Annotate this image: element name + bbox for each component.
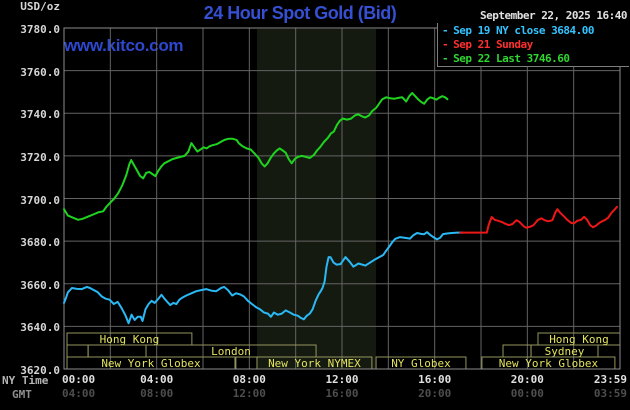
session-label: New York Globex [499, 357, 599, 370]
x-axis-gmt-tick: 03:59 [593, 387, 627, 400]
legend-label-sep21: Sep 21 Sunday [453, 38, 533, 51]
sep22-line [63, 92, 449, 221]
x-axis-ny-tick: 20:00 [510, 373, 544, 386]
y-axis-tick: 3700.0 [20, 193, 60, 207]
y-axis-units-label: USD/oz [20, 0, 60, 13]
x-axis-ny-tick: 12:00 [325, 373, 359, 386]
x-axis-ny-tick: 08:00 [232, 373, 266, 386]
session-label: Sydney [545, 345, 585, 358]
y-axis-tick: 3640.0 [20, 321, 60, 335]
session-label: New York Globex [101, 357, 201, 370]
session-box [235, 356, 258, 370]
x-axis-ny-tick: 00:00 [62, 373, 96, 386]
chart-title: 24 Hour Spot Gold (Bid) [203, 3, 397, 23]
sep22-line-marker-icon: - [442, 52, 449, 65]
sep21-line-marker-icon: - [442, 38, 449, 51]
x-axis-gmt-tick: 04:00 [62, 387, 96, 400]
x-axis-gmt-tick: 08:00 [140, 387, 174, 400]
x-axis-ny-time-label: NY Time [2, 374, 49, 387]
x-axis-gmt-label: GMT [12, 388, 32, 401]
chart-datetime: September 22, 2025 16:40 [480, 9, 627, 22]
session-label: Hong Kong [549, 333, 609, 346]
y-axis-tick: 3660.0 [20, 278, 60, 292]
kitco-watermark-link[interactable]: www.kitco.com [64, 36, 184, 55]
x-axis-ny-tick: 23:59 [593, 373, 627, 386]
y-axis-tick: 3680.0 [20, 236, 60, 250]
x-axis-ny-tick: 04:00 [140, 373, 174, 386]
session-box [87, 344, 147, 358]
legend-item-sep21: - Sep 21 Sunday [442, 38, 629, 51]
sep19-line-marker-icon: - [442, 24, 449, 37]
sep21-line [459, 205, 618, 234]
session-label: NY Globex [391, 357, 451, 370]
plot-border [63, 27, 621, 370]
legend-label-sep19: Sep 19 NY close 3684.00 [453, 24, 594, 37]
y-axis-tick: 3720.0 [20, 150, 60, 164]
legend-box: - Sep 19 NY close 3684.00 - Sep 21 Sunday … [437, 23, 629, 67]
session-label: Hong Kong [100, 333, 160, 346]
x-axis-gmt-tick: 20:00 [418, 387, 452, 400]
x-axis-gmt-tick: 12:00 [232, 387, 266, 400]
y-axis-tick: 3620.0 [20, 364, 60, 377]
legend-item-sep22: - Sep 22 Last 3746.60 [442, 52, 629, 65]
x-axis-gmt-tick: 16:00 [325, 387, 359, 400]
y-axis-tick: 3760.0 [20, 65, 60, 79]
y-axis-tick: 3740.0 [20, 108, 60, 122]
y-axis-tick: 3780.0 [20, 23, 60, 36]
x-axis-gmt-tick: 00:00 [510, 387, 544, 400]
sep19-line [63, 231, 464, 325]
legend-label-sep22: Sep 22 Last 3746.60 [453, 52, 570, 65]
session-label: London [211, 345, 251, 358]
session-box [66, 344, 89, 358]
legend-item-sep19: - Sep 19 NY close 3684.00 [442, 24, 629, 37]
x-axis-ny-tick: 16:00 [418, 373, 452, 386]
session-label: New York NYMEX [268, 357, 361, 370]
